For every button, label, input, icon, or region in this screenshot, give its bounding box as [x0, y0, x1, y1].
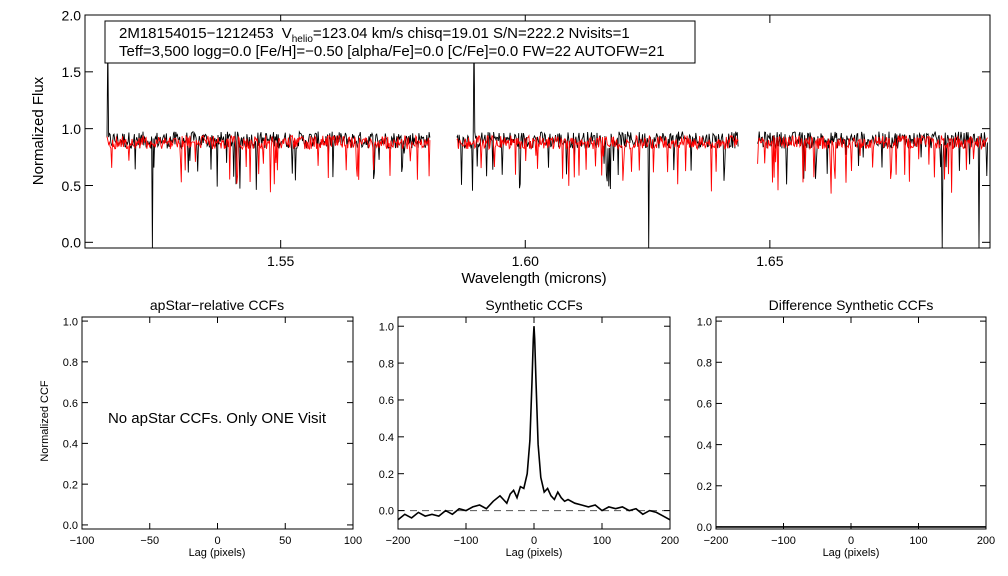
y-tick-label: 0.4: [63, 439, 78, 451]
x-tick-label: −100: [70, 535, 95, 547]
difference-ccf-panel: Difference Synthetic CCFs −200 −100 0 100 20…: [697, 297, 995, 559]
x-tick-label: −200: [704, 535, 729, 547]
y-tick-label: 1.0: [379, 321, 394, 333]
y-tick-label: 0.5: [62, 178, 82, 194]
difference-ccf-xlabel: Lag (pixels): [823, 547, 880, 559]
y-tick-label: 0.0: [697, 522, 712, 534]
y-tick-label: 0.8: [697, 357, 712, 369]
apstar-ccf-message: No apStar CCFs. Only ONE Visit: [108, 410, 327, 427]
y-tick-label: 0.6: [379, 395, 394, 407]
y-tick-label: 0.4: [697, 440, 712, 452]
y-tick-label: 0.2: [379, 469, 394, 481]
spectrum-frame: [84, 14, 991, 249]
x-tick-label: 1.55: [267, 253, 294, 269]
x-tick-label: 100: [344, 535, 362, 547]
y-tick-label: 0.0: [62, 235, 82, 251]
x-tick-label: 0: [214, 535, 220, 547]
x-tick-label: −50: [140, 535, 159, 547]
y-tick-label: 1.0: [62, 121, 82, 137]
synthetic-ccf-frame: [397, 316, 671, 530]
y-tick-label: 2.0: [62, 7, 82, 23]
y-tick-label: 0.6: [697, 399, 712, 411]
y-tick-label: 0.2: [63, 479, 78, 491]
annotation-v-symbol: V: [282, 25, 292, 42]
y-tick-label: 0.2: [697, 481, 712, 493]
annotation-frame: [104, 20, 696, 64]
x-tick-label: 0: [848, 535, 854, 547]
x-tick-label: 50: [279, 535, 291, 547]
x-tick-label: 0: [531, 535, 537, 547]
x-tick-label: 100: [909, 535, 927, 547]
apstar-ccf-axes: −100 −50 0 50 100 0.0 0.2 0.4 0.6 0.8 1.0: [63, 316, 362, 547]
difference-ccf-title: Difference Synthetic CCFs: [769, 297, 934, 313]
apstar-ccf-title: apStar−relative CCFs: [150, 297, 284, 313]
synthetic-ccf-title: Synthetic CCFs: [485, 297, 582, 313]
y-tick-label: 0.4: [379, 432, 394, 444]
spectrum-panel: 1.55 1.60 1.65 0.0 0.5 1.0 1.5 2.0 Wavelength (…: [30, 7, 991, 287]
y-tick-label: 0.0: [379, 506, 394, 518]
y-tick-label: 0.8: [379, 358, 394, 370]
apstar-ccf-panel: apStar−relative CCFs −100 −50 0 50 100 0.0 0.2…: [39, 297, 362, 559]
difference-ccf-axes: −200 −100 0 100 200 0.0 0.2 0.4 0.6 0.8 1.0: [697, 316, 995, 547]
annotation-star-id: 2M18154015−1212453: [119, 25, 274, 42]
apstar-ccf-ylabel: Normalized CCF: [39, 380, 51, 462]
spectrum-axes: 1.55 1.60 1.65 0.0 0.5 1.0 1.5 2.0: [62, 7, 990, 269]
difference-ccf-frame: [715, 316, 987, 530]
y-tick-label: 0.6: [63, 398, 78, 410]
synthetic-ccf-xlabel: Lag (pixels): [506, 547, 563, 559]
synthetic-ccf-plot-area: [397, 326, 671, 521]
synthetic-ccf-axes: −200 −100 0 100 200 0.0 0.2 0.4 0.6 0.8 1.0: [379, 317, 679, 547]
x-tick-label: 200: [661, 535, 679, 547]
y-tick-label: 1.0: [697, 316, 712, 328]
spectrum-ylabel: Normalized Flux: [30, 76, 47, 185]
x-tick-label: 1.65: [756, 253, 783, 269]
spectrum-plot-area: [106, 32, 989, 249]
apstar-ccf-xlabel: Lag (pixels): [189, 547, 246, 559]
annotation-stats: =123.04 km/s chisq=19.01 S/N=222.2 Nvisi…: [313, 25, 630, 42]
x-tick-label: 200: [977, 535, 995, 547]
annotation-line-1: 2M18154015−1212453 Vhelio=123.04 km/s chi…: [119, 25, 630, 45]
x-tick-label: 100: [593, 535, 611, 547]
x-tick-label: −100: [454, 535, 479, 547]
y-tick-label: 0.8: [63, 357, 78, 369]
x-tick-label: −100: [771, 535, 796, 547]
annotation-line-2: Teff=3,500 logg=0.0 [Fe/H]=−0.50 [alpha/…: [119, 43, 665, 60]
spectrum-xlabel: Wavelength (microns): [461, 270, 606, 287]
y-tick-label: 1.5: [62, 64, 82, 80]
annotation-box: 2M18154015−1212453 Vhelio=123.04 km/s chi…: [104, 20, 696, 64]
synthetic-ccf-panel: Synthetic CCFs −200 −100 0 100 200 0.0 0.2 0.4 0…: [379, 297, 679, 559]
synthetic-ccf-line: [397, 326, 671, 521]
model-spectrum-line: [106, 134, 988, 194]
x-tick-label: 1.60: [512, 253, 539, 269]
y-tick-label: 0.0: [63, 520, 78, 532]
annotation-v-subscript: helio: [292, 34, 314, 45]
y-tick-label: 1.0: [63, 316, 78, 328]
x-tick-label: −200: [386, 535, 411, 547]
